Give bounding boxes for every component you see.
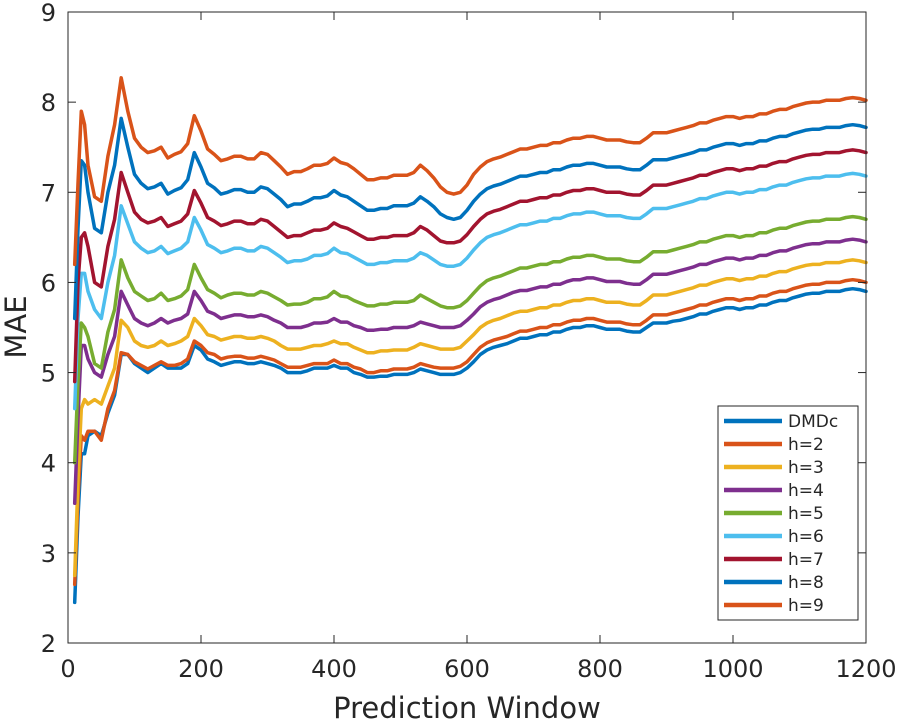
legend-label-1: h=2 [788, 435, 824, 455]
y-tick-label: 2 [41, 630, 56, 658]
y-axis-ticks: 2 3 4 5 6 7 8 9 [41, 0, 866, 658]
series-line-6 [72, 148, 868, 384]
y-tick-label: 4 [41, 450, 56, 478]
x-tick-label: 0 [60, 655, 75, 683]
series-line-0 [72, 286, 868, 605]
x-tick-label: 800 [577, 655, 623, 683]
x-tick-label: 1000 [702, 655, 763, 683]
x-tick-label: 200 [178, 655, 224, 683]
y-tick-label: 5 [41, 360, 56, 388]
y-tick-label: 7 [41, 179, 56, 207]
legend-label-0: DMDc [788, 412, 838, 432]
y-axis-label: MAE [0, 295, 33, 358]
legend-label-6: h=7 [788, 550, 824, 570]
series-line-1 [72, 277, 868, 587]
x-axis-ticks: 0 200 400 600 800 1000 1200 [60, 12, 897, 683]
y-tick-label: 9 [41, 0, 56, 27]
series-line-2 [72, 258, 868, 578]
series-line-3 [72, 237, 868, 506]
series-lines [72, 76, 868, 605]
x-tick-label: 1200 [835, 655, 896, 683]
legend-label-4: h=5 [788, 504, 824, 524]
y-tick-label: 8 [41, 89, 56, 117]
legend-label-7: h=8 [788, 573, 824, 593]
legend-label-2: h=3 [788, 458, 824, 478]
x-tick-label: 600 [444, 655, 490, 683]
legend: DMDc h=2 h=3 h=4 h=5 h=6 h=7 h=8 h=9 [717, 405, 859, 621]
y-tick-label: 3 [41, 540, 56, 568]
series-line-7 [72, 116, 868, 321]
legend-label-3: h=4 [788, 481, 824, 501]
series-line-4 [72, 214, 868, 465]
series-line-5 [72, 171, 868, 411]
legend-label-5: h=6 [788, 527, 824, 547]
x-tick-label: 400 [311, 655, 357, 683]
series-line-8 [72, 76, 868, 267]
legend-label-8: h=9 [788, 596, 824, 616]
y-tick-label: 6 [41, 269, 56, 297]
x-axis-label: Prediction Window [333, 691, 601, 723]
